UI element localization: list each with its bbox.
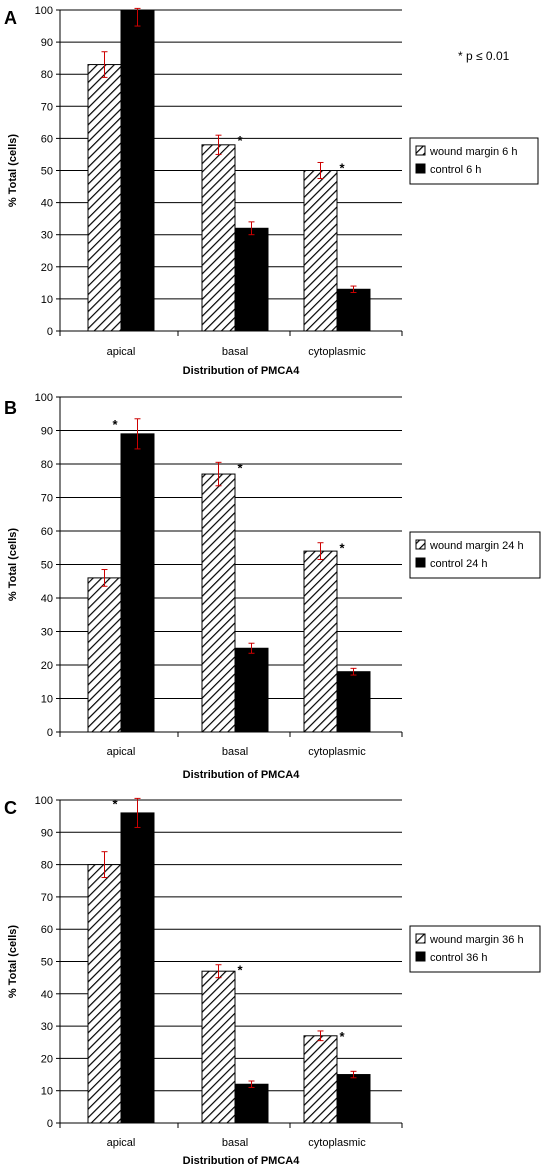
y-tick-label: 90 <box>41 827 53 839</box>
legend-box <box>409 531 541 579</box>
legend-swatch <box>415 145 426 156</box>
y-tick-label: 40 <box>41 198 53 210</box>
y-tick-label: 70 <box>41 892 53 904</box>
y-tick-label: 0 <box>47 326 53 338</box>
legend-entry: control 36 h <box>430 952 487 964</box>
y-axis-label: % Total (cells) <box>7 528 19 601</box>
bar-wound-margin-basal <box>201 970 236 1124</box>
bar-control-basal <box>234 647 269 733</box>
significance-star: * <box>237 460 243 475</box>
bar-control-cytoplasmic <box>336 1074 371 1124</box>
bar-control-apical <box>120 433 155 733</box>
significance-star: * <box>112 796 118 811</box>
x-tick-label-cytoplasmic: cytoplasmic <box>308 746 366 758</box>
chart-a: 0 10 20 30 40 50 60 70 80 90 100 apical basal cytopla… <box>4 0 539 377</box>
y-tick-label: 50 <box>41 166 53 178</box>
bar-wound-margin-cytoplasmic <box>303 170 338 332</box>
legend-entry: wound margin 24 h <box>429 540 524 552</box>
x-tick-label-cytoplasmic: cytoplasmic <box>308 1137 366 1149</box>
x-axis-label: Distribution of PMCA4 <box>183 365 301 377</box>
y-tick-label: 0 <box>47 727 53 739</box>
y-tick-label: 30 <box>41 1021 53 1033</box>
bar-wound-margin-basal <box>201 473 236 733</box>
y-tick-label: 20 <box>41 1053 53 1065</box>
legend-entry: wound margin 6 h <box>429 146 517 158</box>
y-tick-label: 20 <box>41 262 53 274</box>
y-tick-label: 70 <box>41 101 53 113</box>
x-tick-label-basal: basal <box>222 346 248 358</box>
legend-entry: control 6 h <box>430 164 481 176</box>
significance-star: * <box>112 417 118 432</box>
y-tick-label: 0 <box>47 1118 53 1130</box>
y-tick-label: 80 <box>41 459 53 471</box>
bar-wound-margin-apical <box>87 64 122 332</box>
y-tick-label: 40 <box>41 989 53 1001</box>
significance-note: * p ≤ 0.01 <box>458 49 510 63</box>
x-axis-label: Distribution of PMCA4 <box>183 1155 301 1166</box>
y-tick-label: 90 <box>41 426 53 438</box>
legend-swatch <box>415 539 426 550</box>
y-tick-label: 50 <box>41 957 53 969</box>
y-tick-label: 80 <box>41 69 53 81</box>
legend-swatch <box>415 163 426 174</box>
legend-swatch <box>415 557 426 568</box>
y-tick-label: 100 <box>35 392 53 404</box>
y-tick-label: 60 <box>41 924 53 936</box>
y-tick-label: 50 <box>41 560 53 572</box>
y-tick-label: 40 <box>41 593 53 605</box>
significance-star: * <box>112 0 118 7</box>
bar-control-apical <box>120 9 155 332</box>
x-tick-label-apical: apical <box>107 1137 136 1149</box>
y-tick-label: 10 <box>41 694 53 706</box>
y-axis-label: % Total (cells) <box>7 925 19 998</box>
x-tick-label-apical: apical <box>107 346 136 358</box>
bar-control-apical <box>120 812 155 1124</box>
y-tick-label: 60 <box>41 133 53 145</box>
legend-entry: wound margin 36 h <box>429 934 524 946</box>
significance-star: * <box>237 963 243 978</box>
panel-label: A <box>4 8 17 28</box>
y-tick-label: 30 <box>41 230 53 242</box>
y-tick-label: 10 <box>41 294 53 306</box>
significance-star: * <box>237 133 243 148</box>
x-tick-label-cytoplasmic: cytoplasmic <box>308 346 366 358</box>
chart-c: 0 10 20 30 40 50 60 70 80 90 100 apical basal cytopla… <box>4 795 541 1166</box>
bar-control-cytoplasmic <box>336 671 371 733</box>
bar-wound-margin-cytoplasmic <box>303 550 338 733</box>
y-tick-label: 100 <box>35 5 53 17</box>
x-tick-label-basal: basal <box>222 1137 248 1149</box>
legend-box <box>409 925 541 973</box>
y-tick-label: 100 <box>35 795 53 807</box>
significance-star: * <box>339 1029 345 1044</box>
panel-label: C <box>4 798 17 818</box>
bar-control-basal <box>234 227 269 332</box>
panel-label: B <box>4 398 17 418</box>
bar-wound-margin-cytoplasmic <box>303 1035 338 1124</box>
legend-entry: control 24 h <box>430 558 487 570</box>
x-axis-label: Distribution of PMCA4 <box>183 769 301 781</box>
significance-star: * <box>339 541 345 556</box>
y-tick-label: 90 <box>41 37 53 49</box>
y-tick-label: 60 <box>41 526 53 538</box>
bar-wound-margin-apical <box>87 577 122 733</box>
chart-b: 0 10 20 30 40 50 60 70 80 90 100 apical basal cytopla… <box>4 392 541 781</box>
bar-control-cytoplasmic <box>336 288 371 332</box>
y-tick-label: 20 <box>41 660 53 672</box>
legend-box <box>409 137 539 185</box>
bar-wound-margin-basal <box>201 144 236 332</box>
legend-swatch <box>415 951 426 962</box>
y-tick-label: 70 <box>41 493 53 505</box>
x-tick-label-apical: apical <box>107 746 136 758</box>
y-tick-label: 10 <box>41 1086 53 1098</box>
y-axis-label: % Total (cells) <box>7 134 19 207</box>
significance-star: * <box>339 160 345 175</box>
legend-swatch <box>415 933 426 944</box>
bar-wound-margin-apical <box>87 864 122 1124</box>
bar-control-basal <box>234 1083 269 1124</box>
y-tick-label: 80 <box>41 860 53 872</box>
y-tick-label: 30 <box>41 627 53 639</box>
x-tick-label-basal: basal <box>222 746 248 758</box>
